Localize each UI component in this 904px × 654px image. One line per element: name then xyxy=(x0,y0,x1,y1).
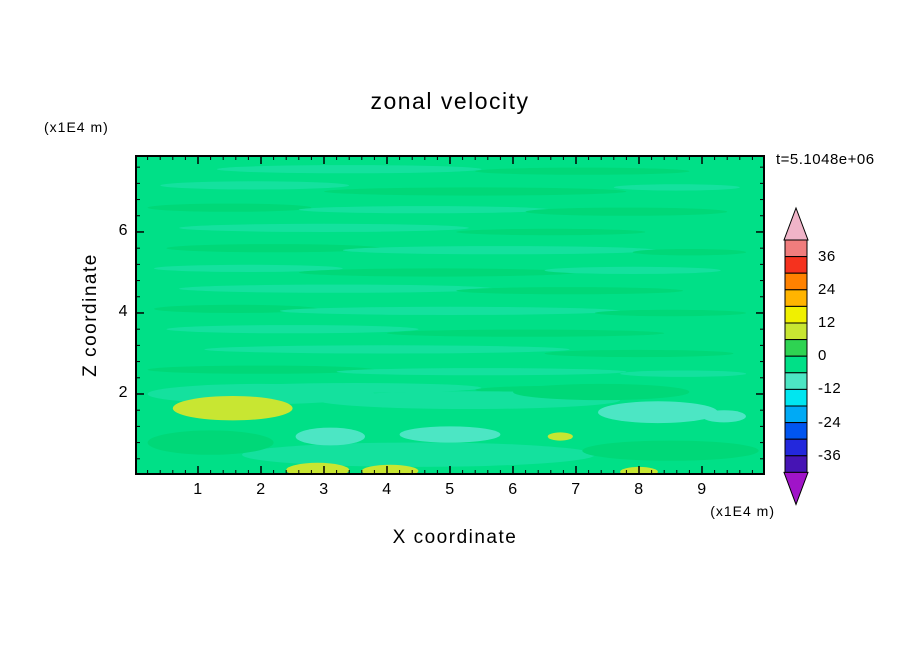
colorbar-segment xyxy=(784,388,808,407)
contour-feature xyxy=(166,325,419,334)
contour-feature xyxy=(242,442,595,467)
colorbar-down-arrow xyxy=(783,471,809,506)
contour-plot xyxy=(135,155,765,475)
colorbar-label: -24 xyxy=(818,414,842,431)
contour-feature xyxy=(153,304,318,313)
colorbar-up-arrow xyxy=(783,206,809,241)
y-tick-label: 4 xyxy=(118,302,128,320)
contour-feature xyxy=(298,206,551,214)
contour-feature xyxy=(582,440,759,461)
chart-title: zonal velocity xyxy=(370,88,530,114)
contour-feature xyxy=(456,228,646,236)
colorbar-label: 12 xyxy=(818,314,836,331)
colorbar-label: 36 xyxy=(818,248,836,265)
y-tick-label: 6 xyxy=(118,221,128,239)
contour-feature xyxy=(632,249,747,256)
colorbar-segment xyxy=(784,256,808,274)
contour-feature xyxy=(172,396,293,421)
contour-feature xyxy=(361,464,419,475)
colorbar-segment xyxy=(784,438,808,457)
contour-feature xyxy=(336,368,627,376)
colorbar-label: -12 xyxy=(818,380,842,397)
contour-feature xyxy=(525,207,728,216)
x-tick-label: 5 xyxy=(445,481,455,498)
colorbar-label: 0 xyxy=(818,347,827,364)
colorbar-segment xyxy=(784,455,808,473)
contour-feature xyxy=(160,181,350,190)
colorbar-segment xyxy=(784,239,808,258)
x-tick-label: 8 xyxy=(634,481,644,498)
colorbar-segment xyxy=(784,372,808,390)
contour-feature xyxy=(387,329,665,337)
contour-feature xyxy=(147,203,312,212)
x-axis-label: X coordinate xyxy=(392,527,518,548)
plot-frame xyxy=(135,155,765,475)
contour-feature xyxy=(620,370,747,377)
contour-feature xyxy=(286,462,350,475)
x-tick-label: 9 xyxy=(697,481,707,498)
x-tick-label: 3 xyxy=(319,481,329,498)
contour-feature xyxy=(295,427,365,446)
contour-feature xyxy=(204,345,570,354)
y-tick-label: 2 xyxy=(118,383,128,401)
contour-feature xyxy=(594,309,747,317)
x-tick-label: 4 xyxy=(382,481,392,498)
contour-feature xyxy=(216,165,482,174)
colorbar-segment xyxy=(784,322,808,341)
colorbar-segment xyxy=(784,289,808,307)
contour-feature xyxy=(153,264,343,272)
contour-feature xyxy=(324,187,627,196)
y-axis-unit-label: (x1E4 m) xyxy=(44,119,109,135)
contour-feature xyxy=(475,167,690,175)
x-tick-label: 1 xyxy=(193,481,203,498)
contour-feature xyxy=(342,246,658,255)
colorbar-label: 24 xyxy=(818,281,836,298)
contour-feature xyxy=(179,223,469,232)
contour-feature xyxy=(598,401,718,424)
colorbar-segment xyxy=(784,405,808,424)
colorbar-segment xyxy=(784,272,808,291)
colorbar-segment xyxy=(784,422,808,440)
colorbar-segment xyxy=(784,339,808,357)
contour-feature xyxy=(147,365,375,374)
contour-feature xyxy=(544,349,734,358)
timestamp-label: t=5.1048e+06 xyxy=(776,151,875,168)
contour-feature xyxy=(613,184,740,191)
colorbar-label: -36 xyxy=(818,447,842,464)
contour-feature xyxy=(298,268,576,277)
contour-feature xyxy=(513,383,690,401)
x-axis-unit-label: (x1E4 m) xyxy=(710,503,775,519)
colorbar xyxy=(783,206,809,506)
colorbar-segment xyxy=(784,355,808,374)
contour-feature xyxy=(456,287,684,295)
contour-feature xyxy=(547,432,573,441)
contour-feature xyxy=(279,306,621,315)
contour-feature xyxy=(166,244,381,253)
x-tick-label: 2 xyxy=(256,481,266,498)
x-tick-label: 6 xyxy=(508,481,518,498)
x-tick-label: 7 xyxy=(571,481,581,498)
contour-feature xyxy=(702,410,746,423)
contour-feature xyxy=(399,426,501,443)
colorbar-segment xyxy=(784,305,808,324)
contour-feature xyxy=(179,284,495,293)
contour-feature xyxy=(147,430,274,455)
contour-feature xyxy=(544,266,721,274)
